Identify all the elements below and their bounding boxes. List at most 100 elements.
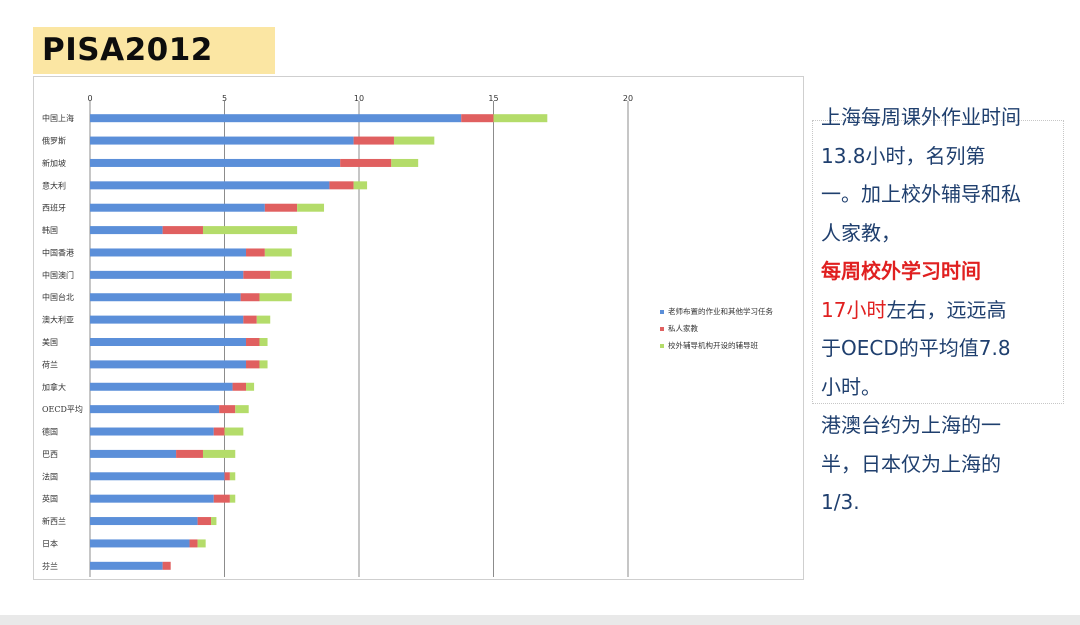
bar-segment <box>90 203 265 212</box>
x-tick-label: 5 <box>222 94 227 103</box>
bar-segment <box>90 270 244 279</box>
title-box: PISA2012 <box>33 27 275 74</box>
category-label: 英国 <box>42 494 58 504</box>
bar-segment <box>391 158 419 167</box>
bar-segment <box>219 405 236 414</box>
bar-segment <box>202 449 236 458</box>
category-label: 荷兰 <box>42 359 58 369</box>
bar-segment <box>270 270 292 279</box>
bar-segment <box>246 382 255 391</box>
category-label: 芬兰 <box>42 561 58 571</box>
bar-segment <box>90 360 247 369</box>
legend-entry: 私人家教 <box>668 323 698 333</box>
bar-segment <box>90 427 214 436</box>
side-text-para2: 每周校外学习时间 <box>821 252 1021 291</box>
bar-segment <box>246 248 265 257</box>
category-label: 法国 <box>42 471 58 481</box>
bar-segment <box>162 226 203 235</box>
bar-segment <box>90 539 190 548</box>
bar-segment <box>90 449 177 458</box>
bar-segment <box>240 293 260 302</box>
x-tick-label: 10 <box>354 94 364 103</box>
bar-segment <box>461 114 494 123</box>
category-label: 中国台北 <box>42 292 74 302</box>
category-label: 日本 <box>42 538 58 548</box>
category-label: 俄罗斯 <box>42 136 66 146</box>
bar-segment <box>90 517 198 526</box>
bar-segment <box>197 539 206 548</box>
legend-entry: 老师布置的作业和其他学习任务 <box>668 306 773 316</box>
bar-segment <box>353 181 368 190</box>
bar-segment <box>259 293 292 302</box>
category-label: 巴西 <box>42 450 58 459</box>
bar-segment <box>211 517 217 526</box>
bar-segment <box>213 494 230 503</box>
bar-segment <box>259 360 268 369</box>
bar-segment <box>232 382 247 391</box>
bar-segment <box>243 270 271 279</box>
bar-segment <box>202 226 298 235</box>
bar-segment <box>189 539 198 548</box>
bar-segment <box>229 472 236 481</box>
bar-segment <box>393 136 435 145</box>
bottom-band <box>0 615 1080 625</box>
bar-segment <box>353 136 394 145</box>
bar-segment <box>90 114 462 123</box>
bar-segment <box>90 136 354 145</box>
bar-segment <box>90 226 163 235</box>
bar-segment <box>246 338 260 346</box>
legend-swatch <box>660 327 664 331</box>
bar-segment <box>197 517 212 526</box>
legend-swatch <box>660 310 664 314</box>
x-tick-label: 20 <box>623 94 633 103</box>
bar-segment <box>224 472 230 481</box>
category-label: OECD平均 <box>42 404 83 414</box>
category-label: 新西兰 <box>42 516 66 526</box>
side-text-highlight-red: 17小时 <box>821 297 887 322</box>
category-label: 德国 <box>42 427 58 437</box>
category-label: 新加坡 <box>42 158 66 168</box>
side-text-para3: 17小时左右，远远高于OECD的平均值7.8小时。 <box>821 291 1021 407</box>
bar-segment <box>229 494 236 503</box>
category-label: 中国香港 <box>42 247 74 257</box>
category-label: 中国澳门 <box>42 270 74 280</box>
bar-segment <box>90 561 163 570</box>
bar-segment <box>235 405 249 414</box>
x-tick-label: 0 <box>87 94 92 103</box>
bar-segment <box>340 158 392 167</box>
bar-segment <box>90 158 341 167</box>
bar-segment <box>90 382 233 391</box>
slide-title: PISA2012 <box>42 32 213 68</box>
side-text-para1: 上海每周课外作业时间13.8小时，名列第一。加上校外辅导和私人家教， <box>821 105 1021 245</box>
bar-segment <box>246 360 260 369</box>
bar-segment <box>90 248 247 257</box>
category-label: 澳大利亚 <box>42 315 74 325</box>
category-label: 中国上海 <box>42 113 74 123</box>
bar-segment <box>90 181 330 190</box>
bar-segment <box>90 405 220 414</box>
side-box-border <box>812 120 1064 404</box>
category-label: 意大利 <box>42 180 66 190</box>
bar-segment <box>256 315 271 324</box>
category-label: 西班牙 <box>42 203 66 213</box>
side-text-para3-rest: 左右，远远高于OECD的平均值7.8小时。 <box>821 297 1011 399</box>
bar-segment <box>176 449 203 458</box>
bar-segment <box>493 114 548 123</box>
bar-segment <box>329 181 354 190</box>
bar-segment <box>259 338 268 346</box>
bar-segment <box>90 494 214 503</box>
legend-entry: 校外辅导机构开设的辅导班 <box>668 340 758 350</box>
bar-segment <box>264 203 298 212</box>
bar-segment <box>224 427 244 436</box>
side-text: 上海每周课外作业时间13.8小时，名列第一。加上校外辅导和私人家教， 每周校外学… <box>821 98 1021 522</box>
bar-segment <box>162 561 171 570</box>
bar-segment <box>213 427 225 436</box>
category-label: 韩国 <box>42 225 58 235</box>
bar-segment <box>297 203 325 212</box>
bar-segment <box>90 338 247 346</box>
bar-segment <box>90 315 244 324</box>
category-label: 美国 <box>42 337 58 347</box>
legend-swatch <box>660 344 664 348</box>
bar-segment <box>90 472 225 481</box>
side-text-para4: 港澳台约为上海的一半，日本仅为上海的1/3. <box>821 413 1001 514</box>
